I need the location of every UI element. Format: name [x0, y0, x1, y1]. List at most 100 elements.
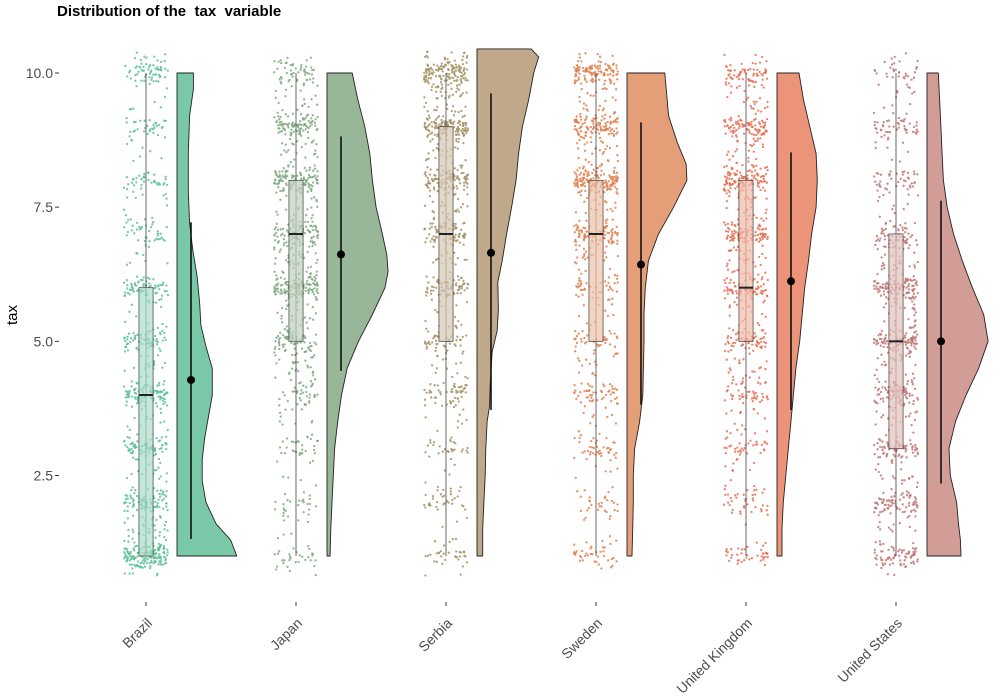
data-point: [123, 572, 127, 575]
data-point: [299, 134, 303, 137]
data-point: [575, 64, 579, 67]
data-point: [909, 412, 912, 415]
data-point: [733, 236, 736, 240]
data-point: [725, 358, 728, 361]
data-point: [887, 556, 890, 559]
data-point: [309, 240, 312, 243]
data-point: [765, 208, 768, 211]
data-point: [285, 437, 289, 440]
data-point: [163, 289, 166, 293]
data-point: [460, 228, 463, 232]
data-point: [580, 189, 583, 192]
data-point: [752, 166, 755, 169]
data-point: [764, 227, 768, 230]
data-point: [881, 440, 884, 443]
data-point: [575, 285, 578, 288]
data-point: [162, 551, 165, 554]
data-point: [760, 510, 763, 513]
data-point: [274, 345, 277, 349]
data-point: [737, 77, 741, 81]
data-point: [580, 337, 583, 341]
data-point: [725, 180, 728, 183]
data-point: [128, 428, 131, 432]
data-point: [136, 221, 139, 225]
data-point: [442, 381, 445, 385]
data-point: [581, 451, 584, 454]
data-point: [143, 495, 146, 498]
data-point: [880, 264, 884, 268]
data-point: [611, 486, 614, 489]
data-point: [616, 242, 619, 246]
data-point: [466, 377, 469, 380]
data-point: [874, 141, 877, 144]
data-point: [140, 183, 143, 187]
data-point: [430, 71, 433, 74]
data-point: [309, 559, 312, 562]
data-point: [755, 238, 759, 241]
data-point: [880, 416, 883, 419]
data-point: [131, 554, 135, 558]
data-point: [124, 444, 127, 447]
data-point: [590, 163, 593, 167]
data-point: [910, 380, 914, 384]
data-point: [452, 70, 456, 74]
data-point: [163, 393, 166, 396]
data-point: [609, 470, 612, 473]
data-point: [446, 449, 449, 453]
data-point: [310, 117, 313, 120]
data-point: [450, 436, 453, 439]
data-point: [143, 55, 146, 58]
data-point: [890, 57, 893, 60]
data-point: [283, 349, 287, 352]
data-point: [160, 294, 164, 297]
data-point: [285, 194, 288, 197]
data-point: [740, 119, 743, 122]
data-point: [447, 83, 450, 86]
data-point: [576, 132, 580, 136]
data-point: [130, 181, 134, 184]
data-point: [746, 545, 749, 549]
data-point: [146, 346, 150, 350]
data-point: [911, 130, 915, 134]
data-point: [883, 234, 887, 238]
data-point: [431, 138, 434, 141]
data-point: [910, 78, 913, 81]
data-point: [592, 71, 595, 75]
data-point: [166, 69, 169, 72]
data-point: [126, 390, 129, 393]
category-group: Serbia: [415, 48, 540, 655]
data-point: [150, 69, 153, 72]
data-point: [729, 278, 733, 282]
data-point: [298, 499, 301, 502]
data-point: [449, 82, 453, 85]
data-point: [615, 396, 618, 399]
data-point: [905, 494, 909, 497]
data-point: [455, 90, 458, 93]
data-point: [583, 405, 587, 408]
data-point: [731, 135, 734, 138]
data-point: [145, 442, 149, 445]
data-point: [287, 126, 290, 129]
data-point: [880, 256, 883, 259]
data-point: [727, 334, 730, 338]
data-point: [315, 439, 319, 443]
data-point: [612, 112, 616, 115]
data-point: [433, 173, 436, 177]
data-point: [588, 362, 591, 366]
x-tick-label: Sweden: [558, 615, 605, 662]
data-point: [601, 539, 604, 543]
data-point: [761, 504, 765, 507]
data-point: [900, 549, 904, 552]
data-point: [291, 121, 294, 124]
data-point: [882, 400, 885, 403]
data-point: [916, 560, 919, 563]
data-point: [886, 146, 889, 149]
data-point: [603, 83, 606, 86]
data-point: [760, 228, 764, 231]
data-point: [732, 239, 735, 242]
data-point: [449, 490, 452, 493]
data-point: [156, 489, 159, 492]
data-point: [281, 179, 284, 183]
data-point: [605, 184, 608, 187]
data-point: [287, 80, 290, 83]
